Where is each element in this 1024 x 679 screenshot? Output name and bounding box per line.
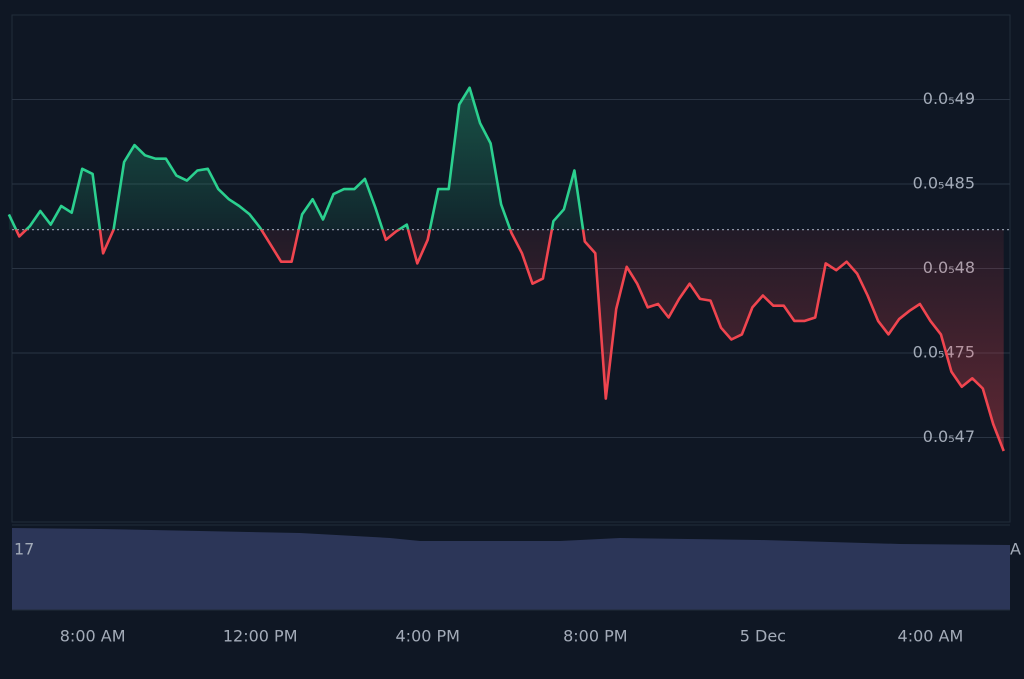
x-tick-label: 8:00 AM bbox=[60, 627, 126, 646]
x-tick-label: 12:00 PM bbox=[223, 627, 298, 646]
x-tick-label: 5 Dec bbox=[740, 627, 786, 646]
cut-label: A bbox=[1010, 540, 1021, 559]
y-tick-label: 0.0₅47 bbox=[923, 427, 975, 446]
x-tick-label: 4:00 AM bbox=[898, 627, 964, 646]
volume-label: 17 bbox=[14, 540, 34, 559]
x-tick-label: 8:00 PM bbox=[563, 627, 627, 646]
x-tick-label: 4:00 PM bbox=[396, 627, 460, 646]
y-tick-label: 0.0₅49 bbox=[923, 89, 975, 108]
y-tick-label: 0.0₅485 bbox=[913, 174, 975, 193]
baseline-fill bbox=[8, 87, 1004, 451]
volume-area bbox=[12, 528, 1010, 610]
price-line bbox=[7, 86, 1005, 452]
